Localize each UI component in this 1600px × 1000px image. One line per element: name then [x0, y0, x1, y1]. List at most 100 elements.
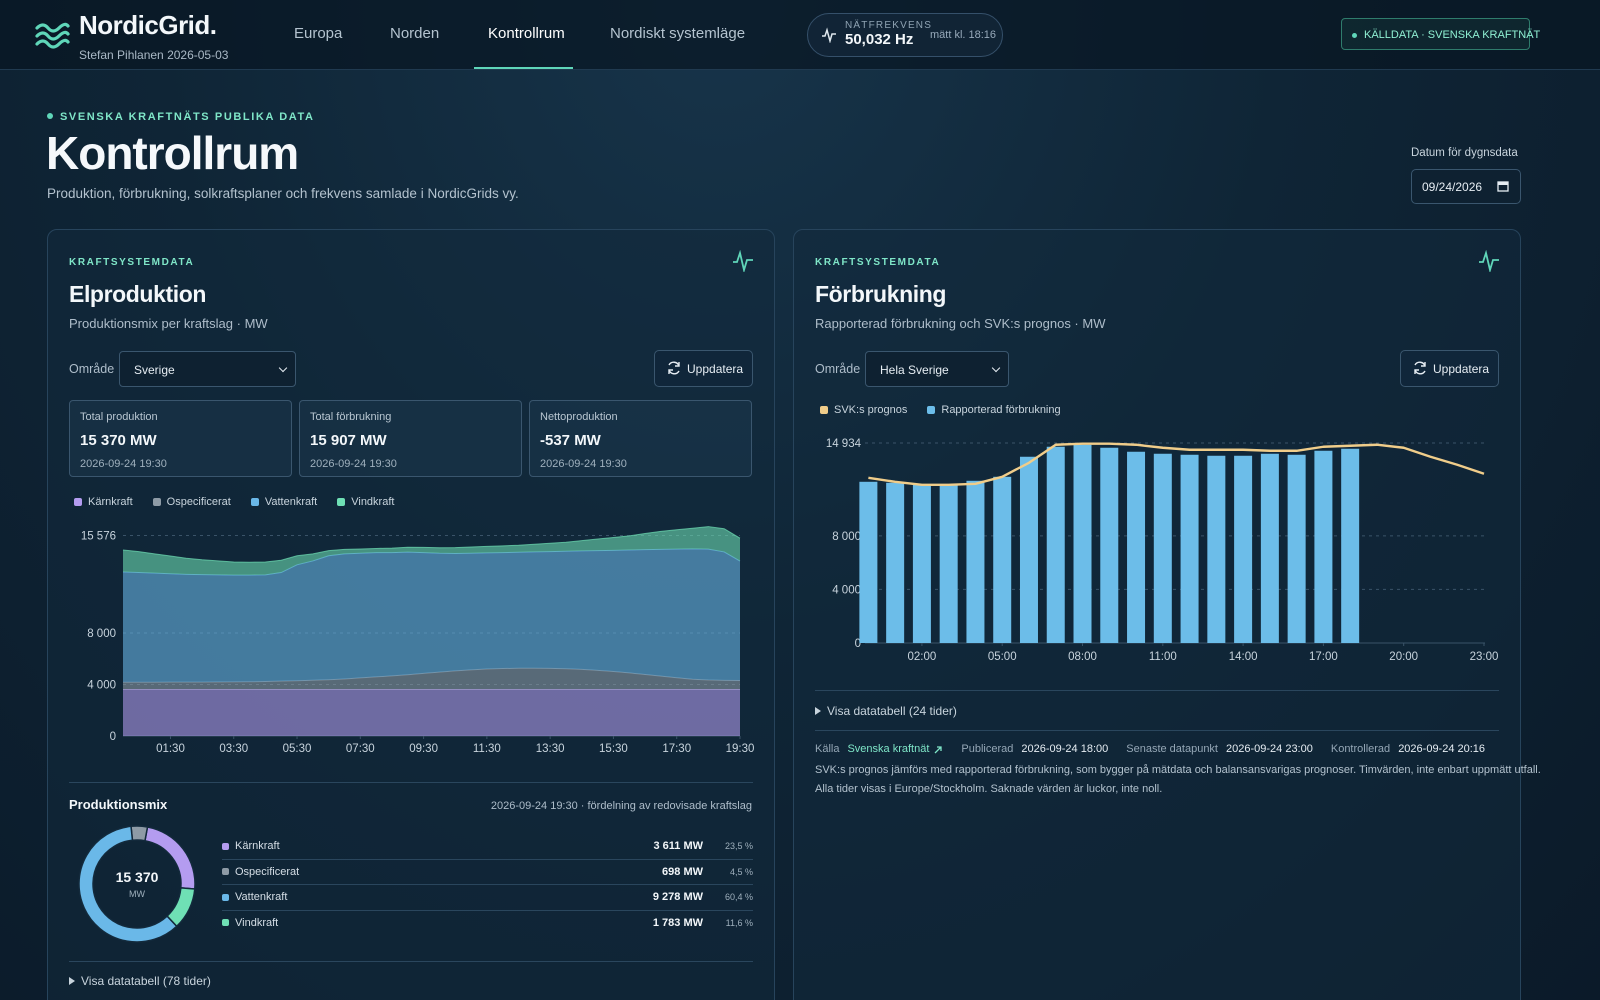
area [123, 526, 740, 576]
stat-label: Total produktion [80, 411, 158, 423]
panel-title: Förbrukning [815, 281, 947, 307]
stat-label: Nettoproduktion [540, 411, 618, 423]
hero-eyebrow: SVENSKA KRAFTNÄTS PUBLIKA DATA [60, 111, 315, 123]
frequency-time: mätt kl. 18:16 [930, 29, 997, 41]
mix-table: Kärnkraft 3 611 MW 23,5 % Ospecificerat 698 … [222, 834, 753, 936]
area-select[interactable]: Sverige [119, 351, 296, 387]
legend-swatch [820, 406, 828, 414]
meta-row: Källa Svenska kraftnät Publicerad 2026-0… [815, 743, 1503, 755]
mix-share: 11,6 % [725, 917, 753, 928]
refresh-button[interactable]: Uppdatera [654, 350, 753, 387]
mix-name: Vattenkraft [235, 891, 288, 903]
stat-time: 2026-09-24 19:30 [310, 458, 397, 470]
bar [1260, 453, 1279, 643]
frequency-value: 50,032 Hz [845, 31, 914, 48]
x-tick-label: 23:00 [1470, 651, 1499, 663]
divider [815, 690, 1499, 691]
panel-subtitle: Produktionsmix per kraftslag · MW [69, 316, 268, 331]
panel-subtitle: Rapporterad förbrukning och SVK:s progno… [815, 316, 1106, 331]
legend-item: Rapporterad förbrukning [927, 404, 1061, 416]
area-label: Område [815, 362, 861, 376]
external-icon [934, 746, 943, 754]
mix-name-cell: Kärnkraft [222, 840, 280, 852]
panel-icon [733, 250, 753, 272]
table-toggle[interactable]: Visa datatabell (78 tider) [69, 974, 211, 988]
frequency-label: NÄTFREKVENS [845, 20, 933, 31]
stat-time: 2026-09-24 19:30 [80, 458, 167, 470]
x-tick-label: 14:00 [1229, 651, 1258, 663]
user-label: Stefan Pihlanen 2026-05-03 [79, 48, 229, 62]
stat-time: 2026-09-24 19:30 [540, 458, 627, 470]
y-tick-label: 0 [110, 731, 116, 743]
meta-value: 2026-09-24 20:16 [1398, 743, 1486, 755]
donut-segment [166, 887, 196, 928]
mix-row: Vattenkraft 9 278 MW 60,4 % [222, 885, 753, 911]
nav-link[interactable]: Nordiskt systemläge [610, 25, 746, 42]
mix-name: Vindkraft [235, 916, 279, 929]
table-toggle[interactable]: Visa datatabell (24 tider) [815, 704, 957, 718]
nav-link[interactable]: Europa [294, 25, 343, 42]
frequency-pill [807, 13, 1003, 57]
source-badge[interactable]: KÄLLDATA · SVENSKA KRAFTNÄT [1341, 18, 1540, 50]
divider [815, 730, 1499, 731]
legend-item: Vindkraft [337, 496, 394, 508]
mix-value: 698 MW [662, 865, 703, 878]
mix-row: Ospecificerat 698 MW 4,5 % [222, 860, 753, 885]
mix-name-cell: Ospecificerat [222, 866, 299, 878]
stat-value: -537 MW [540, 432, 601, 449]
footnote: Alla tider visas i Europe/Stockholm. Sak… [815, 783, 1163, 795]
bar [1073, 444, 1092, 643]
stat-value: 15 907 MW [310, 432, 387, 449]
legend-label: SVK:s prognos [834, 404, 908, 416]
bar [1207, 455, 1226, 643]
legend-swatch [74, 498, 82, 506]
pulse-icon [822, 27, 836, 43]
x-tick-label: 15:30 [599, 743, 628, 755]
mix-row: Vindkraft 1 783 MW 11,6 % [222, 911, 753, 937]
meta-label: Kontrollerad [1330, 743, 1391, 755]
donut-segment [130, 825, 149, 842]
line [868, 442, 1485, 486]
legend-swatch [337, 498, 346, 506]
mix-value: 9 278 MW [652, 891, 703, 903]
legend-label: Ospecificerat [166, 496, 231, 508]
legend-label: Vattenkraft [264, 496, 318, 508]
top-bar: NordicGrid. Stefan Pihlanen 2026-05-03 E… [0, 0, 1600, 70]
bar [1127, 451, 1146, 643]
chart-legend: SVK:s prognos Rapporterad förbrukning [820, 404, 1061, 416]
refresh-button[interactable]: Uppdatera [1400, 350, 1499, 387]
nav-link[interactable]: Kontrollrum [488, 25, 565, 42]
stat-card: Total produktion 15 370 MW 2026-09-24 19:3… [69, 400, 292, 477]
nav-active-indicator [474, 67, 573, 69]
meta-label: Senaste datapunkt [1126, 743, 1218, 755]
mix-swatch [222, 893, 229, 901]
y-tick-label: 8 000 [832, 531, 861, 543]
area-select[interactable]: Hela Sverige [865, 351, 1009, 387]
nav-link[interactable]: Norden [390, 25, 440, 42]
x-tick-label: 20:00 [1389, 651, 1418, 663]
x-tick-label: 17:00 [1309, 651, 1338, 663]
mix-title: Produktionsmix [69, 797, 168, 812]
y-tick-label: 4 000 [87, 680, 116, 692]
x-tick-label: 05:30 [283, 743, 312, 755]
bar [912, 484, 931, 643]
legend-swatch [152, 498, 161, 506]
y-tick-label: 8 000 [87, 628, 116, 640]
date-input[interactable]: 09/24/2026 [1411, 169, 1521, 204]
bar [939, 484, 958, 643]
mix-row: Kärnkraft 3 611 MW 23,5 % [222, 834, 753, 860]
source-link[interactable]: Svenska kraftnät [847, 743, 930, 755]
x-tick-label: 11:00 [1149, 651, 1177, 663]
bar [1341, 448, 1360, 643]
x-tick-label: 17:30 [662, 743, 691, 755]
calendar-icon [1497, 181, 1509, 192]
legend-swatch [927, 406, 936, 414]
donut-center-unit: MW [129, 889, 145, 899]
mix-name: Kärnkraft [235, 840, 280, 852]
bar [1046, 446, 1065, 643]
hero-subtitle: Produktion, förbrukning, solkraftsplaner… [47, 186, 519, 201]
panel-icon [1479, 250, 1499, 272]
x-tick-label: 11:30 [473, 743, 501, 755]
mix-share: 4,5 % [729, 866, 753, 877]
